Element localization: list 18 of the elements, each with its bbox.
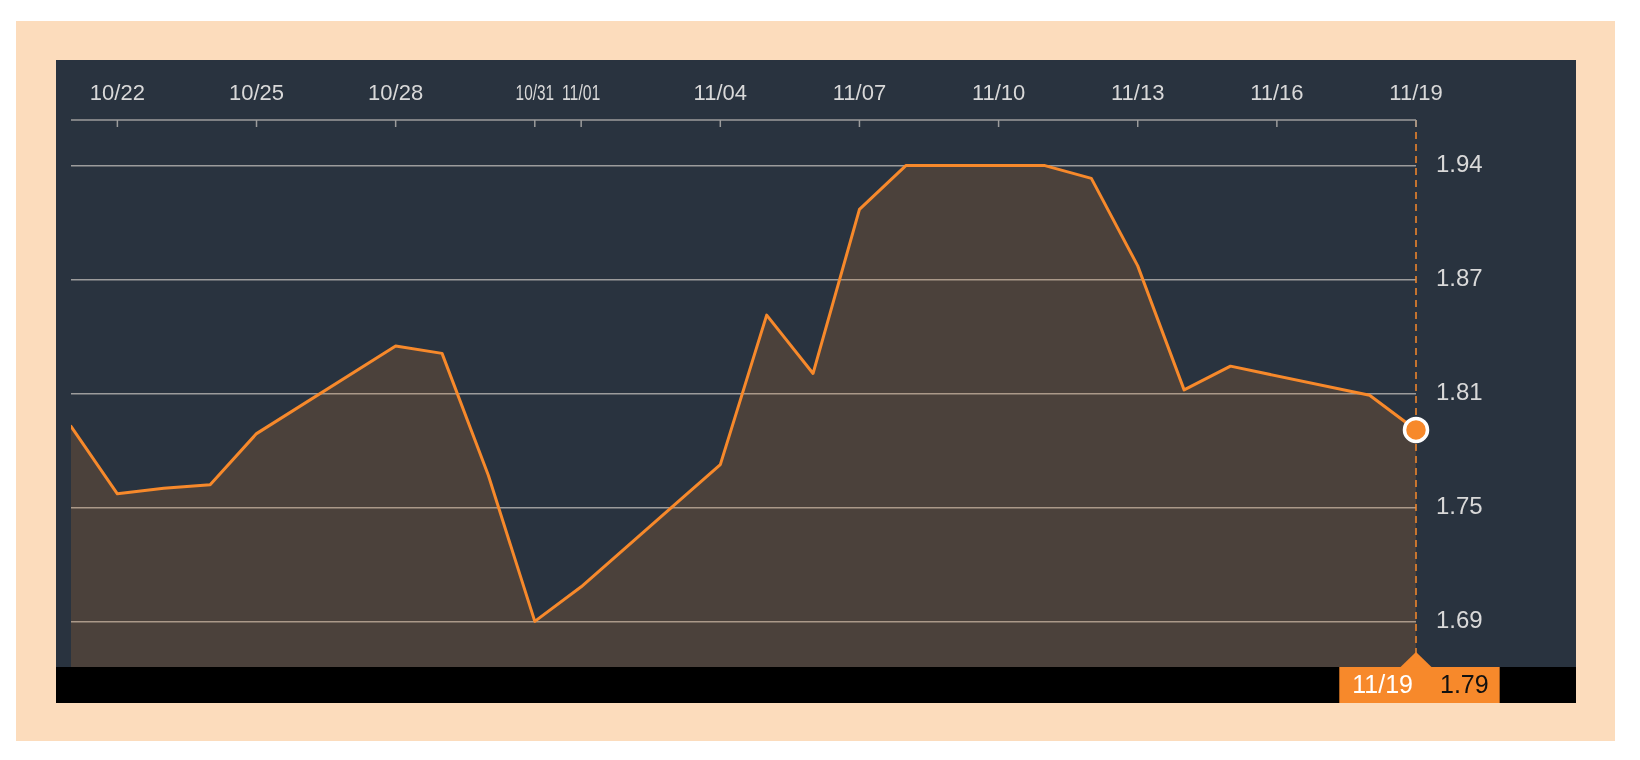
x-tick-label: 11/04 xyxy=(693,80,748,106)
y-tick-label: 1.81 xyxy=(1436,378,1483,406)
x-tick-label: 11/19 xyxy=(1389,80,1443,106)
x-tick-label: 11/07 xyxy=(832,80,887,106)
y-tick-label: 1.94 xyxy=(1436,150,1483,178)
x-tick-label: 11/10 xyxy=(971,80,1026,106)
text: 11/19 xyxy=(1352,669,1414,698)
y-tick-label: 1.69 xyxy=(1436,606,1483,634)
x-tick-label: 10/28 xyxy=(368,80,424,106)
y-tick-label: 1.87 xyxy=(1436,264,1483,292)
x-tick-label: 11/13 xyxy=(1111,80,1165,106)
x-tick-label: 10/25 xyxy=(228,80,285,106)
text: 1.79 xyxy=(1440,669,1489,698)
x-tick-label: 10/22 xyxy=(89,80,145,106)
x-tick-label: 10/31 xyxy=(515,80,554,105)
x-tick-label: 11/01 xyxy=(561,80,601,105)
x-tick-label: 11/16 xyxy=(1250,80,1304,106)
y-tick-label: 1.75 xyxy=(1436,492,1483,520)
